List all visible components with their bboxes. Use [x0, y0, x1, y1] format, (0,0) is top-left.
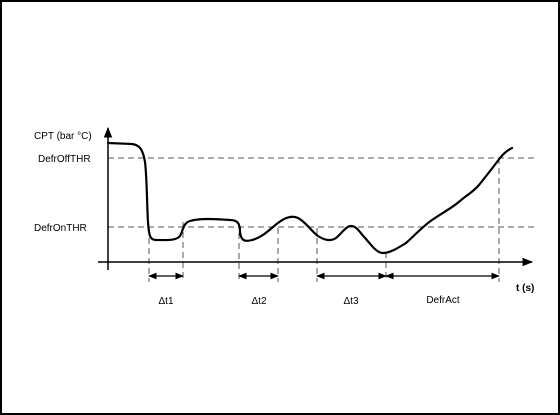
interval-label-defract: DefrAct: [426, 295, 460, 306]
off-threshold-label: DefrOffTHR: [38, 154, 91, 165]
cpt-curve: [106, 141, 514, 255]
interval-label-dt1: Δt1: [158, 296, 173, 307]
interval-label-dt3: Δt3: [343, 296, 358, 307]
interval-label-dt2: Δt2: [251, 296, 266, 307]
on-threshold-label: DefrOnTHR: [34, 223, 87, 234]
y-axis-label: CPT (bar °C): [34, 131, 92, 142]
x-axis-label: t (s): [516, 283, 534, 294]
